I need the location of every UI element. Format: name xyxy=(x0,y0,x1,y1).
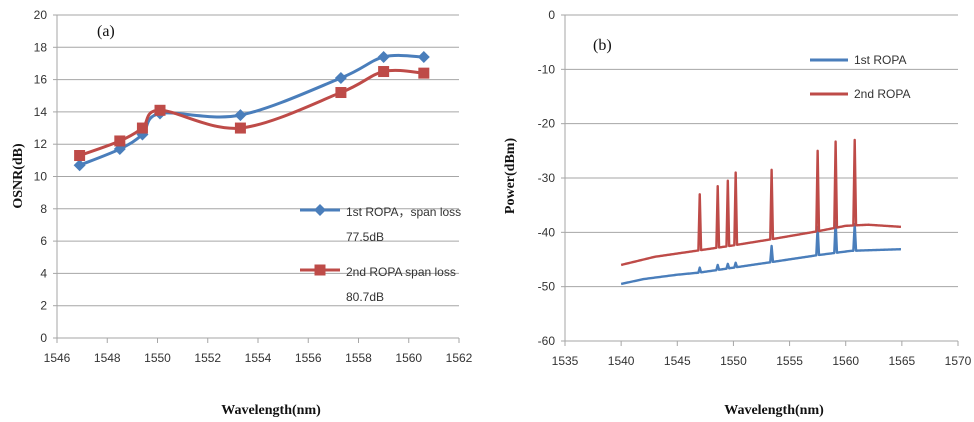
y-tick-label: -10 xyxy=(538,62,556,76)
legend-marker-square xyxy=(314,264,326,276)
legend-label-2: 2nd ROPA span loss xyxy=(346,265,456,279)
legend-label-2-line2: 80.7dB xyxy=(346,290,384,304)
y-tick-label: -20 xyxy=(538,117,556,131)
x-tick-label: 1550 xyxy=(720,354,747,368)
spectrum-line-2 xyxy=(620,138,902,267)
x-tick-label: 1546 xyxy=(44,351,71,365)
chart-a-panel-label: (a) xyxy=(97,23,115,40)
data-point-diamond xyxy=(334,71,347,84)
y-tick-label: 18 xyxy=(34,40,48,54)
y-tick-label: 4 xyxy=(40,266,47,280)
data-point-square xyxy=(74,150,86,162)
chart-a-y-axis-title: OSNR(dB) xyxy=(11,143,26,209)
y-tick-label: 6 xyxy=(40,234,47,248)
data-point-square xyxy=(114,135,126,147)
y-tick-label: 12 xyxy=(34,137,48,151)
x-tick-label: 1560 xyxy=(395,351,422,365)
chart-b-y-axis-title: Power(dBm) xyxy=(503,138,518,215)
legend-label-1-line2: 77.5dB xyxy=(346,230,384,244)
x-tick-label: 1560 xyxy=(832,354,859,368)
data-point-diamond xyxy=(73,159,86,172)
x-tick-label: 1565 xyxy=(889,354,916,368)
y-tick-label: 8 xyxy=(40,202,47,216)
data-point-square xyxy=(335,87,347,99)
data-point-diamond xyxy=(234,109,247,122)
data-point-square xyxy=(136,122,148,134)
legend-marker-diamond xyxy=(314,204,326,216)
x-tick-label: 1556 xyxy=(295,351,322,365)
x-tick-label: 1555 xyxy=(776,354,803,368)
x-tick-label: 1570 xyxy=(945,354,972,368)
y-tick-label: 0 xyxy=(548,8,555,22)
data-point-diamond xyxy=(417,50,430,63)
legend-label-2: 2nd ROPA xyxy=(854,87,910,101)
series-line-1 xyxy=(79,53,424,167)
y-tick-label: 20 xyxy=(34,8,48,22)
chart-a: (a) Wavelength(nm) OSNR(dB) 0 2 4 6 8 10 12 14 1… xyxy=(11,8,473,418)
y-tick-label: 0 xyxy=(40,331,47,345)
chart-b-panel-label: (b) xyxy=(593,37,612,54)
x-tick-label: 1545 xyxy=(664,354,691,368)
y-tick-label: 2 xyxy=(40,299,47,313)
x-tick-label: 1562 xyxy=(446,351,473,365)
chart-b: (b) Wavelength(nm) Power(dBm) 0 -10 -20 -30… xyxy=(503,8,972,418)
chart-b-x-axis-title: Wavelength(nm) xyxy=(724,403,824,418)
x-tick-label: 1548 xyxy=(94,351,121,365)
spectrum-line-1 xyxy=(620,220,902,286)
y-tick-label: 16 xyxy=(34,73,48,87)
x-tick-label: 1535 xyxy=(552,354,579,368)
y-tick-label: -50 xyxy=(538,280,556,294)
data-point-square xyxy=(154,104,166,116)
x-tick-label: 1558 xyxy=(345,351,372,365)
data-point-square xyxy=(418,67,430,79)
data-point-square xyxy=(234,122,246,134)
x-tick-label: 1540 xyxy=(608,354,635,368)
data-point-diamond xyxy=(377,50,390,63)
y-tick-label: -40 xyxy=(538,225,556,239)
x-tick-label: 1550 xyxy=(144,351,171,365)
x-tick-label: 1552 xyxy=(194,351,221,365)
y-tick-label: -60 xyxy=(538,334,556,348)
legend-label-1: 1st ROPA xyxy=(854,53,906,67)
y-tick-label: 10 xyxy=(34,170,48,184)
chart-a-x-axis-title: Wavelength(nm) xyxy=(221,403,321,418)
y-tick-label: -30 xyxy=(538,171,556,185)
y-tick-label: 14 xyxy=(34,105,48,119)
data-point-square xyxy=(378,66,390,78)
x-tick-label: 1554 xyxy=(245,351,272,365)
legend-label-1: 1st ROPA，span loss xyxy=(346,205,461,219)
